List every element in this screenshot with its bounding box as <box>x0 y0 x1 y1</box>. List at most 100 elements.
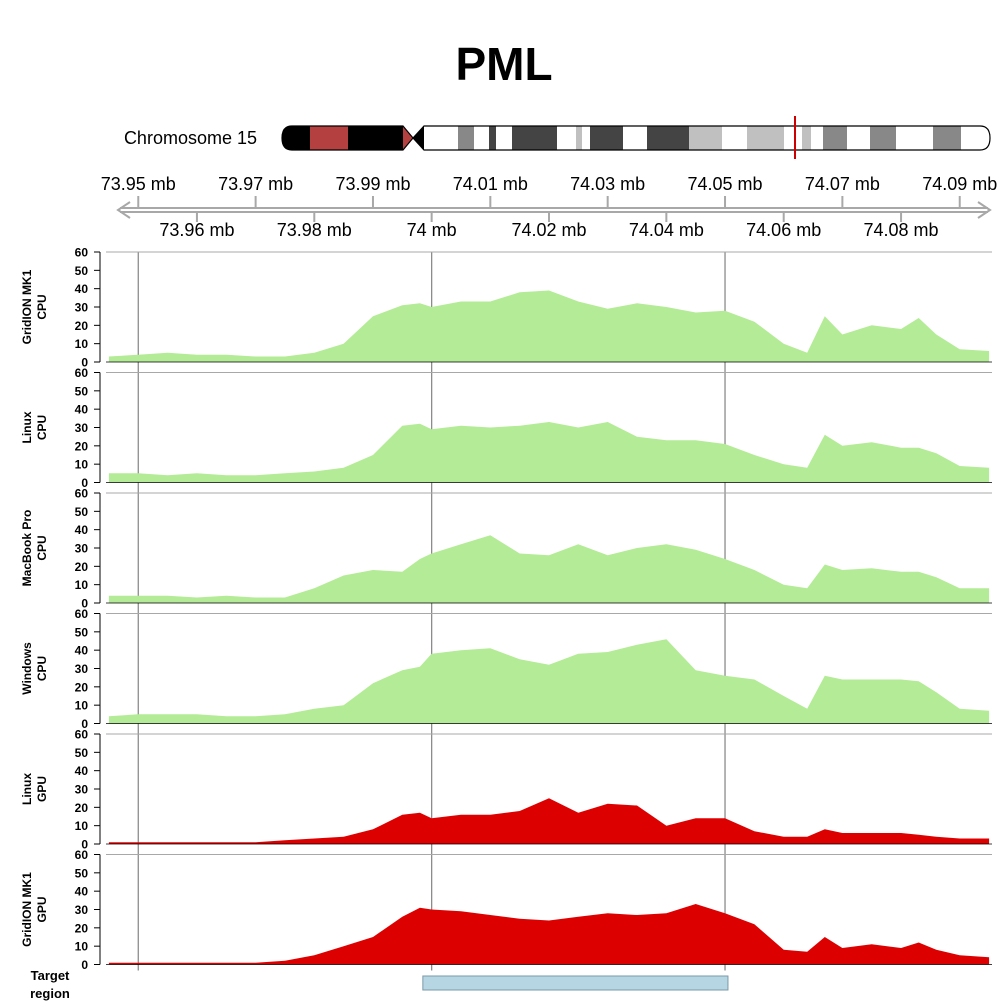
y-tick-label: 40 <box>75 764 89 778</box>
track-label: LinuxGPU <box>20 773 49 805</box>
y-tick-label: 0 <box>81 838 88 852</box>
y-tick-label: 30 <box>75 903 89 917</box>
coverage-track: 0 10 20 30 40 50 60 WindowsCPU <box>20 607 992 731</box>
ideogram-band <box>823 126 847 150</box>
genome-axis-lower-ticks: 73.96 mb 73.98 mb 74 mb 74.02 mb 74.04 mb 74.… <box>159 212 939 240</box>
y-tick-label: 50 <box>75 505 89 519</box>
track-label: GridION MK1CPU <box>20 269 49 344</box>
y-tick-label: 40 <box>75 403 89 417</box>
chromosome-ideogram: Chromosome 15 <box>124 116 991 159</box>
y-tick-label: 10 <box>75 578 89 592</box>
track-label: LinuxCPU <box>20 411 49 443</box>
ideogram-centromere <box>403 126 413 150</box>
y-tick-label: 60 <box>75 246 89 260</box>
axis-tick-label: 74.02 mb <box>511 220 586 240</box>
track-label: GridION MK1GPU <box>20 872 49 947</box>
ideogram-band <box>590 126 623 150</box>
y-tick-label: 30 <box>75 662 89 676</box>
ideogram-band <box>576 126 582 150</box>
ideogram-centromere <box>413 126 424 150</box>
y-tick-label: 0 <box>81 717 88 731</box>
y-tick-label: 60 <box>75 607 89 621</box>
target-region-label: region <box>30 986 70 1001</box>
coverage-area <box>108 798 990 844</box>
target-region-bar <box>422 975 729 991</box>
target-region-label: Target <box>31 968 70 983</box>
coverage-tracks: 0 10 20 30 40 50 60 GridION MK1CPU 0 10 20 30 40 50 60… <box>20 246 992 972</box>
y-tick-label: 20 <box>75 801 89 815</box>
y-tick-label: 60 <box>75 366 89 380</box>
y-tick-label: 0 <box>81 958 88 972</box>
coverage-area <box>108 290 990 362</box>
axis-tick-label: 74.08 mb <box>864 220 939 240</box>
ideogram-band <box>870 126 896 150</box>
coverage-track: 0 10 20 30 40 50 60 LinuxGPU <box>20 728 992 852</box>
y-tick-label: 30 <box>75 301 89 315</box>
target-region-track: Target region <box>30 968 729 1001</box>
y-tick-label: 40 <box>75 644 89 658</box>
y-tick-label: 10 <box>75 699 89 713</box>
axis-tick-label: 74.07 mb <box>805 174 880 194</box>
y-tick-label: 20 <box>75 560 89 574</box>
y-tick-label: 40 <box>75 282 89 296</box>
axis-tick-label: 73.99 mb <box>335 174 410 194</box>
axis-tick-label: 73.97 mb <box>218 174 293 194</box>
ideogram-band <box>512 126 557 150</box>
y-tick-label: 20 <box>75 921 89 935</box>
axis-tick-label: 73.96 mb <box>159 220 234 240</box>
y-tick-label: 60 <box>75 487 89 501</box>
chromosome-label: Chromosome 15 <box>124 128 257 148</box>
ideogram-band <box>489 126 496 150</box>
ideogram-band <box>689 126 722 150</box>
ideogram-band <box>458 126 474 150</box>
y-tick-label: 30 <box>75 542 89 556</box>
coverage-area <box>108 422 990 483</box>
ideogram-band <box>310 126 348 150</box>
axis-tick-label: 74.09 mb <box>922 174 997 194</box>
axis-tick-label: 74.03 mb <box>570 174 645 194</box>
y-tick-label: 20 <box>75 680 89 694</box>
y-tick-label: 0 <box>81 476 88 490</box>
y-tick-label: 50 <box>75 384 89 398</box>
y-tick-label: 10 <box>75 337 89 351</box>
y-tick-label: 30 <box>75 421 89 435</box>
ideogram-band <box>933 126 961 150</box>
genome-axis: 73.95 mb 73.97 mb 73.99 mb 74.01 mb 74.03 mb… <box>101 174 998 240</box>
y-tick-label: 50 <box>75 264 89 278</box>
ideogram-outline <box>281 125 991 151</box>
y-tick-label: 10 <box>75 819 89 833</box>
axis-tick-label: 74.04 mb <box>629 220 704 240</box>
genome-axis-upper-ticks: 73.95 mb 73.97 mb 73.99 mb 74.01 mb 74.03 mb… <box>101 174 997 208</box>
chart-title: PML <box>455 38 552 90</box>
ideogram-bands <box>281 116 991 159</box>
axis-tick-label: 74.01 mb <box>453 174 528 194</box>
track-label: WindowsCPU <box>20 642 49 695</box>
axis-tick-label: 73.98 mb <box>277 220 352 240</box>
ideogram-band <box>747 126 784 150</box>
y-tick-label: 40 <box>75 885 89 899</box>
coverage-track: 0 10 20 30 40 50 60 MacBook ProCPU <box>20 487 992 611</box>
axis-tick-label: 73.95 mb <box>101 174 176 194</box>
y-tick-label: 20 <box>75 439 89 453</box>
y-tick-label: 10 <box>75 458 89 472</box>
coverage-track: 0 10 20 30 40 50 60 LinuxCPU <box>20 366 992 490</box>
coverage-track: 0 10 20 30 40 50 60 GridION MK1GPU <box>20 848 992 972</box>
y-tick-label: 50 <box>75 866 89 880</box>
y-tick-label: 50 <box>75 625 89 639</box>
y-tick-label: 20 <box>75 319 89 333</box>
y-tick-label: 0 <box>81 597 88 611</box>
axis-tick-label: 74 mb <box>407 220 457 240</box>
coverage-track: 0 10 20 30 40 50 60 GridION MK1CPU <box>20 246 992 370</box>
y-tick-label: 0 <box>81 356 88 370</box>
coverage-area <box>108 535 990 603</box>
axis-tick-label: 74.06 mb <box>746 220 821 240</box>
y-tick-label: 10 <box>75 940 89 954</box>
genome-axis-line <box>116 201 992 219</box>
y-tick-label: 50 <box>75 746 89 760</box>
coverage-area <box>108 904 990 965</box>
y-tick-label: 60 <box>75 728 89 742</box>
axis-tick-label: 74.05 mb <box>687 174 762 194</box>
y-tick-label: 30 <box>75 783 89 797</box>
y-tick-label: 40 <box>75 523 89 537</box>
